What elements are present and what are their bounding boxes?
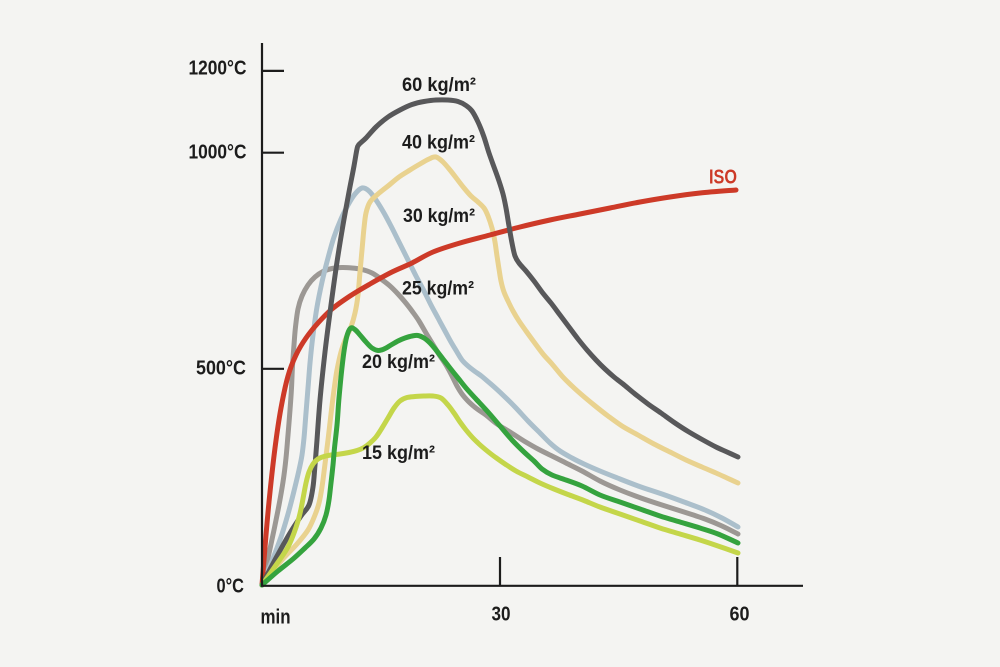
svg-text:60: 60: [730, 604, 750, 626]
svg-text:30: 30: [492, 604, 511, 626]
svg-text:60 kg/m²: 60 kg/m²: [402, 75, 476, 96]
svg-text:1000°C: 1000°C: [189, 142, 247, 164]
svg-text:40 kg/m²: 40 kg/m²: [402, 133, 475, 154]
svg-text:20 kg/m²: 20 kg/m²: [362, 352, 435, 373]
svg-text:15 kg/m²: 15 kg/m²: [362, 443, 435, 464]
svg-text:0°C: 0°C: [217, 576, 245, 598]
svg-text:500°C: 500°C: [196, 358, 246, 380]
svg-text:min: min: [261, 607, 291, 629]
svg-text:30 kg/m²: 30 kg/m²: [403, 206, 475, 227]
svg-text:25 kg/m²: 25 kg/m²: [402, 279, 474, 300]
svg-text:ISO: ISO: [709, 167, 737, 189]
svg-text:1200°C: 1200°C: [189, 58, 247, 80]
